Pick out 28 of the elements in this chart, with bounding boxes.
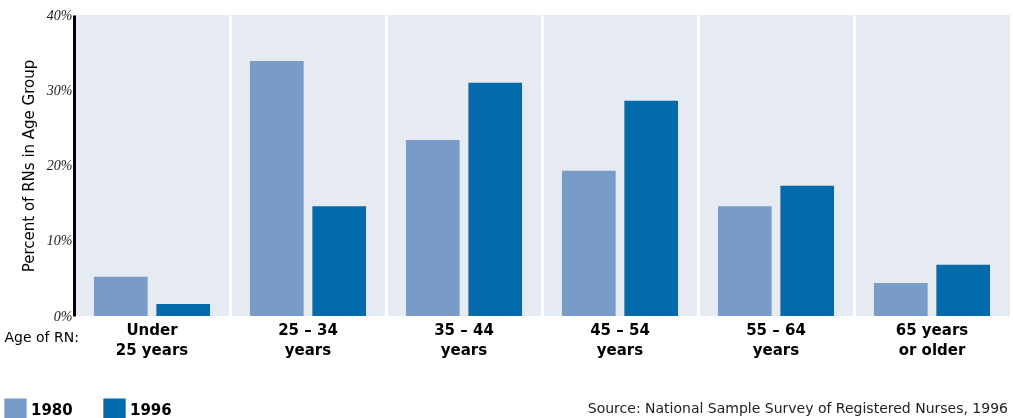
bar	[936, 264, 991, 316]
bar	[156, 303, 211, 316]
x-tick-label: 25 – 34 years	[278, 320, 338, 359]
x-axis-title: Age of RN:	[4, 328, 79, 345]
bar	[249, 60, 304, 316]
bar	[405, 139, 460, 316]
bar	[717, 206, 772, 316]
y-tick-label: 40%	[46, 7, 73, 23]
y-tick-label: 10%	[46, 233, 73, 249]
x-tick-label: 45 – 54 years	[590, 320, 650, 359]
y-tick-label: 30%	[45, 82, 73, 98]
legend-label: 1996	[130, 400, 172, 418]
x-tick-label: 35 – 44 years	[434, 320, 494, 359]
y-tick-label: 20%	[46, 158, 73, 173]
bar	[873, 282, 928, 316]
y-tick-label: 0%	[53, 308, 73, 324]
bar	[93, 276, 148, 316]
x-tick-label: 55 – 64 years	[746, 320, 806, 359]
legend-label: 1980	[31, 400, 73, 418]
bar	[561, 170, 616, 316]
bar	[468, 82, 523, 316]
y-axis-title: Percent of RNs in Age Group	[19, 59, 38, 273]
source-note: Source: National Sample Survey of Registered Nurses, 1996	[587, 400, 1009, 416]
x-tick-label: 65 years or older	[895, 320, 969, 359]
bar	[624, 100, 679, 316]
bar	[312, 206, 367, 316]
x-tick-label: Under 25 years	[115, 320, 189, 359]
bar	[780, 185, 835, 316]
